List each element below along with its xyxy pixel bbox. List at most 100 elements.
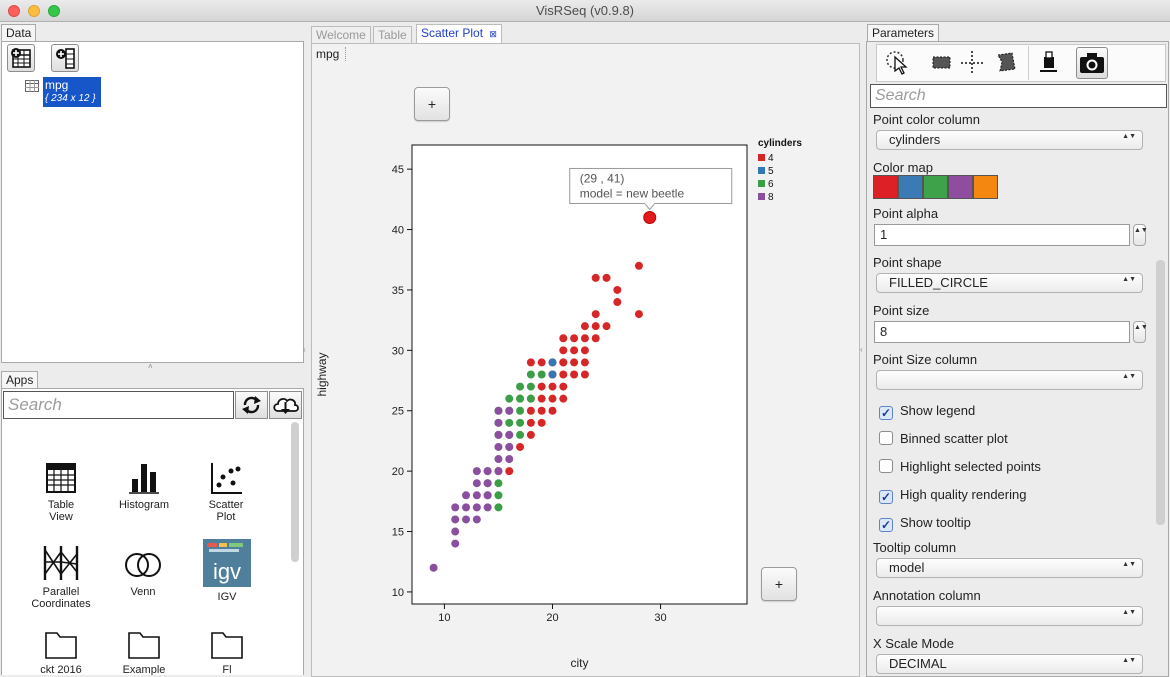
tab-table[interactable]: Table: [373, 26, 412, 44]
splitter-handle-icon[interactable]: ‹: [860, 345, 863, 354]
data-point[interactable]: [472, 503, 481, 512]
checkbox-unchecked-icon[interactable]: [879, 431, 893, 445]
data-point[interactable]: [526, 358, 535, 367]
apps-panel-tab[interactable]: Apps: [1, 371, 39, 389]
data-point[interactable]: [526, 394, 535, 403]
rectangle-select-tool[interactable]: [928, 49, 956, 77]
dataset-tree-item[interactable]: mpg { 234 x 12 }: [43, 77, 101, 107]
download-apps-button[interactable]: [269, 391, 302, 419]
color-swatch[interactable]: [898, 175, 923, 199]
data-point[interactable]: [505, 455, 514, 464]
data-point[interactable]: [537, 406, 546, 415]
checkbox-checked-icon[interactable]: ✓: [879, 490, 893, 504]
data-point[interactable]: [526, 382, 535, 391]
data-point[interactable]: [494, 442, 503, 451]
data-point[interactable]: [472, 515, 481, 524]
app-scatter-plot[interactable]: Scatter Plot: [186, 461, 266, 523]
data-point[interactable]: [613, 285, 622, 294]
data-point[interactable]: [580, 322, 589, 331]
splitter-handle-icon[interactable]: ‹: [303, 345, 306, 354]
checkbox-row[interactable]: Highlight selected points: [879, 459, 1041, 474]
add-column-button[interactable]: [51, 44, 79, 72]
checkbox-row[interactable]: Binned scatter plot: [879, 431, 1008, 446]
zoom-in-button[interactable]: +: [414, 87, 450, 121]
app-parallel-coordinates[interactable]: Parallel Coordinates: [21, 544, 101, 610]
data-point[interactable]: [537, 370, 546, 379]
data-point[interactable]: [537, 418, 546, 427]
add-annotation-button[interactable]: +: [761, 567, 797, 601]
hovered-data-point[interactable]: [643, 210, 657, 224]
data-point[interactable]: [462, 503, 471, 512]
data-point[interactable]: [494, 467, 503, 476]
data-point[interactable]: [516, 394, 525, 403]
data-point[interactable]: [634, 261, 643, 270]
refresh-apps-button[interactable]: [235, 391, 268, 419]
clear-selection-tool[interactable]: [1035, 49, 1063, 77]
data-point[interactable]: [505, 394, 514, 403]
parameters-panel-tab[interactable]: Parameters: [867, 24, 940, 42]
tooltip-column-select[interactable]: model ▲▼: [876, 558, 1143, 578]
data-point[interactable]: [494, 479, 503, 488]
data-point[interactable]: [591, 322, 600, 331]
data-point[interactable]: [591, 334, 600, 343]
data-point[interactable]: [570, 334, 579, 343]
close-window-button[interactable]: [8, 5, 20, 17]
data-point[interactable]: [483, 479, 492, 488]
data-point[interactable]: [505, 430, 514, 439]
data-point[interactable]: [494, 406, 503, 415]
data-point[interactable]: [462, 491, 471, 500]
tab-welcome[interactable]: Welcome: [311, 26, 371, 44]
data-point[interactable]: [580, 370, 589, 379]
data-point[interactable]: [559, 382, 568, 391]
checkbox-checked-icon[interactable]: ✓: [879, 518, 893, 532]
close-tab-icon[interactable]: ⊠: [489, 29, 497, 39]
point-alpha-stepper[interactable]: ▲▼: [1133, 224, 1148, 246]
x-scale-mode-select[interactable]: DECIMAL ▲▼: [876, 654, 1143, 674]
data-point[interactable]: [570, 370, 579, 379]
point-size-column-select[interactable]: ▲▼: [876, 370, 1143, 390]
data-point[interactable]: [526, 418, 535, 427]
data-point[interactable]: [526, 370, 535, 379]
data-point[interactable]: [472, 491, 481, 500]
data-point[interactable]: [537, 382, 546, 391]
parameters-search-input[interactable]: Search: [870, 84, 1167, 108]
data-point[interactable]: [494, 455, 503, 464]
minimize-window-button[interactable]: [28, 5, 40, 17]
data-point[interactable]: [559, 346, 568, 355]
checkbox-checked-icon[interactable]: ✓: [879, 406, 893, 420]
data-point[interactable]: [613, 298, 622, 307]
data-point[interactable]: [602, 273, 611, 282]
tab-scatter-plot[interactable]: Scatter Plot ⊠: [416, 24, 502, 44]
app-folder-3[interactable]: Fl: [187, 628, 267, 676]
data-point[interactable]: [559, 370, 568, 379]
color-swatch[interactable]: [873, 175, 898, 199]
data-point[interactable]: [516, 406, 525, 415]
data-point[interactable]: [494, 430, 503, 439]
data-panel-tab[interactable]: Data: [1, 24, 37, 42]
data-point[interactable]: [516, 382, 525, 391]
point-alpha-input[interactable]: 1: [874, 224, 1130, 246]
data-point[interactable]: [537, 394, 546, 403]
data-point[interactable]: [548, 358, 557, 367]
app-igv[interactable]: igv IGV: [187, 539, 267, 603]
data-point[interactable]: [548, 406, 557, 415]
lasso-select-tool[interactable]: [992, 49, 1020, 77]
data-point[interactable]: [505, 467, 514, 476]
data-point[interactable]: [591, 310, 600, 319]
data-point[interactable]: [559, 334, 568, 343]
data-point[interactable]: [462, 515, 471, 524]
data-point[interactable]: [505, 406, 514, 415]
data-point[interactable]: [591, 273, 600, 282]
color-swatch[interactable]: [948, 175, 973, 199]
data-point[interactable]: [570, 358, 579, 367]
parameters-scrollbar[interactable]: [1156, 260, 1165, 525]
checkbox-row[interactable]: ✓ Show legend: [879, 403, 975, 420]
data-point[interactable]: [526, 406, 535, 415]
app-table-view[interactable]: Table View: [21, 461, 101, 523]
data-point[interactable]: [505, 418, 514, 427]
data-point[interactable]: [472, 479, 481, 488]
data-point[interactable]: [559, 358, 568, 367]
data-point[interactable]: [602, 322, 611, 331]
data-point[interactable]: [516, 442, 525, 451]
annotation-column-select[interactable]: ▲▼: [876, 606, 1143, 626]
